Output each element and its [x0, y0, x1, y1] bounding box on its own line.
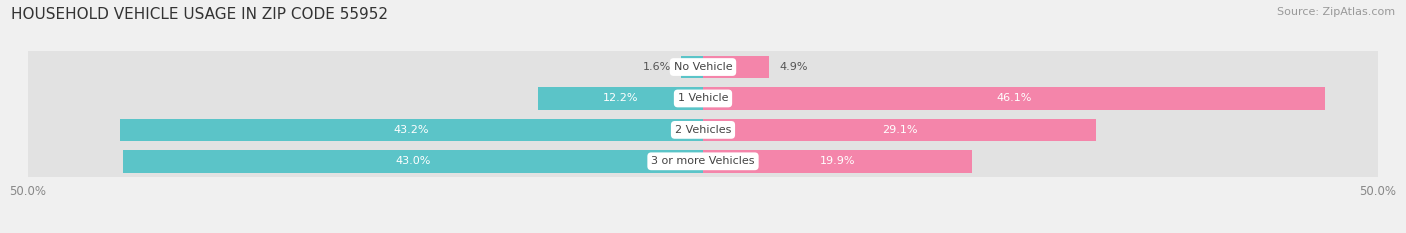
Bar	[28, 145, 1378, 177]
Bar	[28, 51, 1378, 83]
Bar	[703, 150, 972, 173]
Text: No Vehicle: No Vehicle	[673, 62, 733, 72]
Text: 46.1%: 46.1%	[997, 93, 1032, 103]
Bar	[122, 150, 703, 173]
Text: 43.0%: 43.0%	[395, 156, 430, 166]
Text: 43.2%: 43.2%	[394, 125, 429, 135]
Bar	[682, 56, 703, 78]
Bar	[703, 56, 769, 78]
Bar	[538, 87, 703, 110]
Bar	[28, 114, 1378, 146]
Text: 1.6%: 1.6%	[643, 62, 671, 72]
Text: 4.9%: 4.9%	[780, 62, 808, 72]
Text: Source: ZipAtlas.com: Source: ZipAtlas.com	[1277, 7, 1395, 17]
Bar	[28, 82, 1378, 114]
Text: 29.1%: 29.1%	[882, 125, 917, 135]
Text: 1 Vehicle: 1 Vehicle	[678, 93, 728, 103]
Text: 2 Vehicles: 2 Vehicles	[675, 125, 731, 135]
Text: 3 or more Vehicles: 3 or more Vehicles	[651, 156, 755, 166]
Text: 19.9%: 19.9%	[820, 156, 855, 166]
Bar	[703, 87, 1326, 110]
Text: HOUSEHOLD VEHICLE USAGE IN ZIP CODE 55952: HOUSEHOLD VEHICLE USAGE IN ZIP CODE 5595…	[11, 7, 388, 22]
Bar	[703, 119, 1095, 141]
Bar	[120, 119, 703, 141]
Text: 12.2%: 12.2%	[603, 93, 638, 103]
